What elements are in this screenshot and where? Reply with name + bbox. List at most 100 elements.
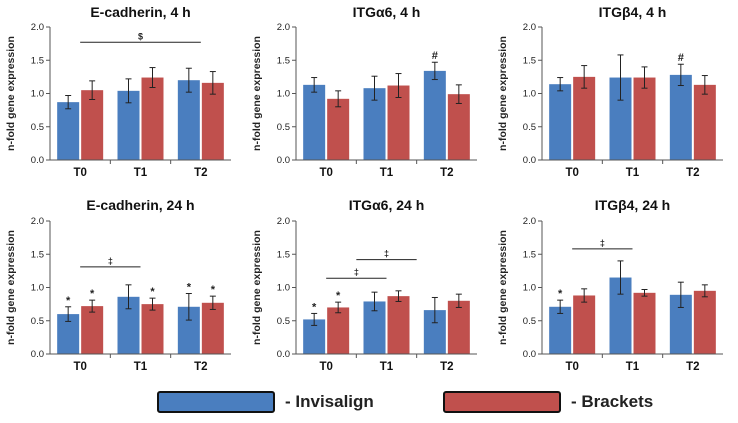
x-tick-label: T2 <box>440 167 453 179</box>
bar-brackets <box>693 290 716 354</box>
y-tick-label: 0.0 <box>31 349 44 360</box>
x-tick-label: T1 <box>626 361 640 373</box>
bar-invisalign <box>177 80 200 160</box>
y-tick-label: 0.5 <box>277 316 290 327</box>
legend-invisalign: - Invisalign <box>157 389 374 415</box>
bar-brackets <box>81 90 104 160</box>
bar-invisalign <box>423 310 446 354</box>
bar-brackets <box>141 304 164 354</box>
y-tick-label: 2.0 <box>277 22 290 33</box>
chart-panel-1: E-cadherin, 4 h n-fold gene expression 0.0… <box>5 4 231 179</box>
y-tick-label: 1.0 <box>523 89 536 100</box>
y-tick-label: 1.0 <box>31 89 44 100</box>
comparison-symbol: ‡ <box>600 238 605 248</box>
y-tick-label: 1.0 <box>523 283 536 294</box>
bar-brackets <box>141 77 164 160</box>
chart-title: ITGβ4, 4 h <box>599 4 667 20</box>
bar-brackets <box>81 306 104 354</box>
bar-invisalign <box>117 296 140 354</box>
bar-invisalign <box>669 294 692 354</box>
chart-panel-6: ITGβ4, 24 h n-fold gene expression 0.0 0.5 1… <box>497 197 723 373</box>
bar-brackets <box>693 84 716 160</box>
significance-mark: # <box>432 50 438 62</box>
bar-brackets <box>327 98 350 160</box>
significance-mark: * <box>90 288 95 300</box>
y-tick-label: 1.5 <box>523 55 536 66</box>
significance-mark: * <box>312 301 317 313</box>
significance-mark: * <box>211 284 216 296</box>
y-axis-label: n-fold gene expression <box>5 230 17 345</box>
bar-invisalign <box>363 88 386 160</box>
bar-invisalign <box>423 70 446 160</box>
chart-title: ITGα6, 24 h <box>349 197 425 213</box>
chart-title: E-cadherin, 24 h <box>86 197 194 213</box>
y-tick-label: 2.0 <box>31 216 44 227</box>
bar-brackets <box>201 82 224 160</box>
y-axis-label: n-fold gene expression <box>497 36 509 151</box>
significance-mark: * <box>66 295 71 307</box>
bar-invisalign <box>117 90 140 160</box>
chart-panel-2: ITGα6, 4 h n-fold gene expression 0.0 0.5 1.… <box>251 4 477 179</box>
y-tick-label: 1.5 <box>523 249 536 260</box>
bar-brackets <box>633 292 656 354</box>
x-tick-label: T0 <box>565 361 578 373</box>
bar-brackets <box>573 295 596 354</box>
y-tick-label: 2.0 <box>277 216 290 227</box>
bar-invisalign <box>177 306 200 354</box>
x-tick-label: T1 <box>134 167 148 179</box>
legend-brackets: - Brackets <box>443 389 653 415</box>
bar-invisalign <box>669 74 692 160</box>
x-tick-label: T2 <box>686 167 699 179</box>
comparison-symbol: ‡ <box>354 267 359 277</box>
bar-invisalign <box>303 319 326 354</box>
chart-panel-4: E-cadherin, 24 h n-fold gene expression 0.… <box>5 197 231 373</box>
legend-label-brackets: - Brackets <box>571 392 654 411</box>
x-tick-label: T0 <box>319 167 332 179</box>
y-tick-label: 1.5 <box>277 249 290 260</box>
comparison-symbol: $ <box>138 31 143 41</box>
bar-brackets <box>633 77 656 160</box>
x-tick-label: T2 <box>686 361 699 373</box>
y-tick-label: 2.0 <box>31 22 44 33</box>
significance-mark: * <box>150 286 155 298</box>
y-tick-label: 0.0 <box>523 155 536 166</box>
x-tick-label: T1 <box>380 361 394 373</box>
x-tick-label: T0 <box>73 361 86 373</box>
chart-title: E-cadherin, 4 h <box>90 4 190 20</box>
y-tick-label: 2.0 <box>523 216 536 227</box>
x-tick-label: T1 <box>134 361 148 373</box>
y-axis-label: n-fold gene expression <box>251 230 263 345</box>
bar-invisalign <box>57 314 80 354</box>
legend-swatch-invisalign <box>157 391 275 413</box>
x-tick-label: T0 <box>319 361 332 373</box>
bar-brackets <box>387 296 410 354</box>
bar-brackets <box>201 302 224 354</box>
y-tick-label: 0.0 <box>277 349 290 360</box>
y-tick-label: 1.5 <box>31 249 44 260</box>
comparison-symbol: ‡ <box>108 256 113 266</box>
x-tick-label: T2 <box>440 361 453 373</box>
bar-invisalign <box>549 306 572 354</box>
bar-invisalign <box>609 277 632 354</box>
bar-invisalign <box>549 84 572 160</box>
x-tick-label: T0 <box>73 167 86 179</box>
bar-brackets <box>447 300 470 354</box>
y-tick-label: 1.0 <box>277 283 290 294</box>
significance-mark: * <box>558 288 563 300</box>
bar-brackets <box>387 85 410 160</box>
significance-mark: * <box>187 281 192 293</box>
bar-brackets <box>447 94 470 160</box>
y-axis-label: n-fold gene expression <box>5 36 17 151</box>
chart-title: ITGα6, 4 h <box>353 4 421 20</box>
chart-panel-3: ITGβ4, 4 h n-fold gene expression 0.0 0.5 1.… <box>497 4 723 179</box>
legend-label-invisalign: - Invisalign <box>285 392 374 411</box>
significance-mark: # <box>678 52 684 64</box>
y-tick-label: 0.5 <box>523 316 536 327</box>
y-tick-label: 0.0 <box>31 155 44 166</box>
y-tick-label: 2.0 <box>523 22 536 33</box>
chart-title: ITGβ4, 24 h <box>595 197 670 213</box>
bar-invisalign <box>363 301 386 354</box>
x-tick-label: T0 <box>565 167 578 179</box>
y-tick-label: 0.5 <box>523 122 536 133</box>
